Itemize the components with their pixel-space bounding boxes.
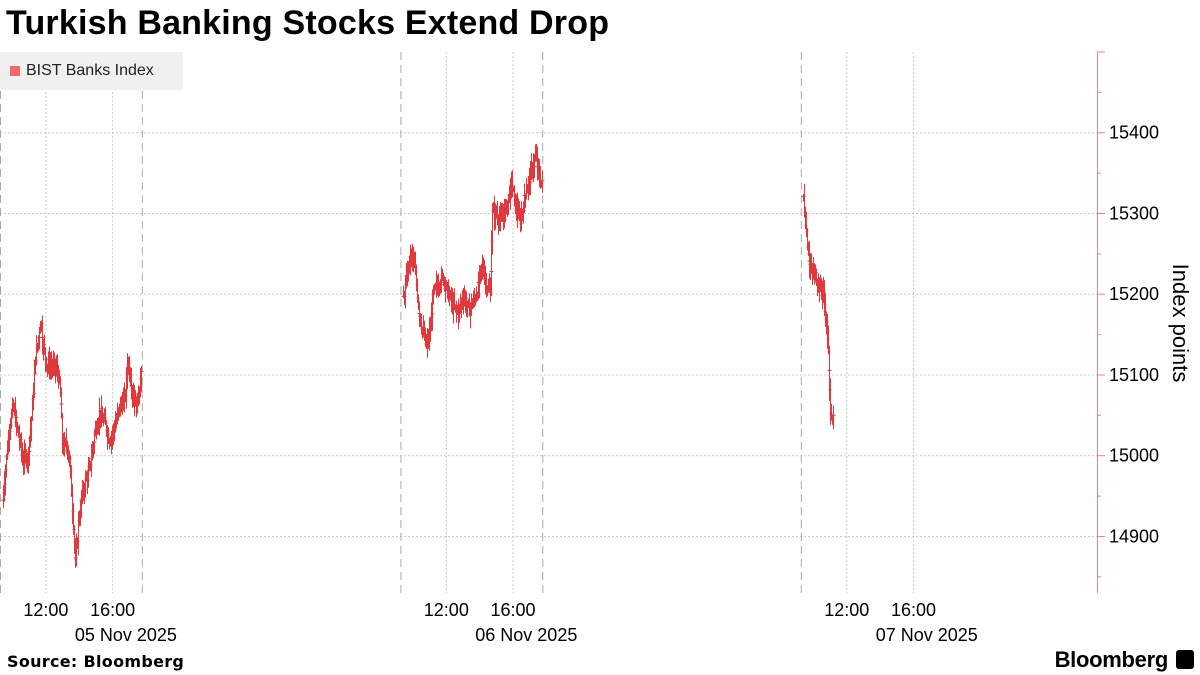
- axis-labels: 14900 15000 15100 15200 15300 15400 12:00 16:00…: [23, 123, 1159, 645]
- y-tick-label-15100: 15100: [1109, 365, 1159, 385]
- legend: BIST Banks Index: [0, 52, 183, 90]
- y-tick-label-15300: 15300: [1109, 203, 1159, 223]
- x-day-label-1: 06 Nov 2025: [475, 625, 577, 645]
- y-axis-label: Index points: [1168, 263, 1193, 383]
- y-axis: [1097, 51, 1105, 593]
- y-tick-label-15400: 15400: [1109, 123, 1159, 143]
- x-tick-label-0: 12:00: [23, 600, 68, 620]
- x-tick-label-5: 16:00: [891, 600, 936, 620]
- x-tick-label-3: 16:00: [491, 600, 536, 620]
- bloomberg-terminal-icon: [1176, 650, 1194, 669]
- y-tick-label-14900: 14900: [1109, 526, 1159, 546]
- x-tick-label-1: 16:00: [90, 600, 135, 620]
- legend-swatch: [10, 66, 20, 76]
- chart-title: Turkish Banking Stocks Extend Drop: [6, 4, 610, 42]
- brand-logo: Bloomberg: [1054, 647, 1169, 672]
- legend-item-bist-banks-index: BIST Banks Index: [26, 62, 154, 79]
- source-note: Source: Bloomberg: [7, 652, 185, 671]
- x-tick-label-4: 12:00: [824, 600, 869, 620]
- y-tick-label-15000: 15000: [1109, 446, 1159, 466]
- x-tick-label-2: 12:00: [424, 600, 469, 620]
- grid-lines: [0, 52, 1097, 593]
- x-day-label-2: 07 Nov 2025: [876, 625, 978, 645]
- series-bars: [1, 143, 836, 568]
- y-tick-label-15200: 15200: [1109, 284, 1159, 304]
- x-day-label-0: 05 Nov 2025: [75, 625, 177, 645]
